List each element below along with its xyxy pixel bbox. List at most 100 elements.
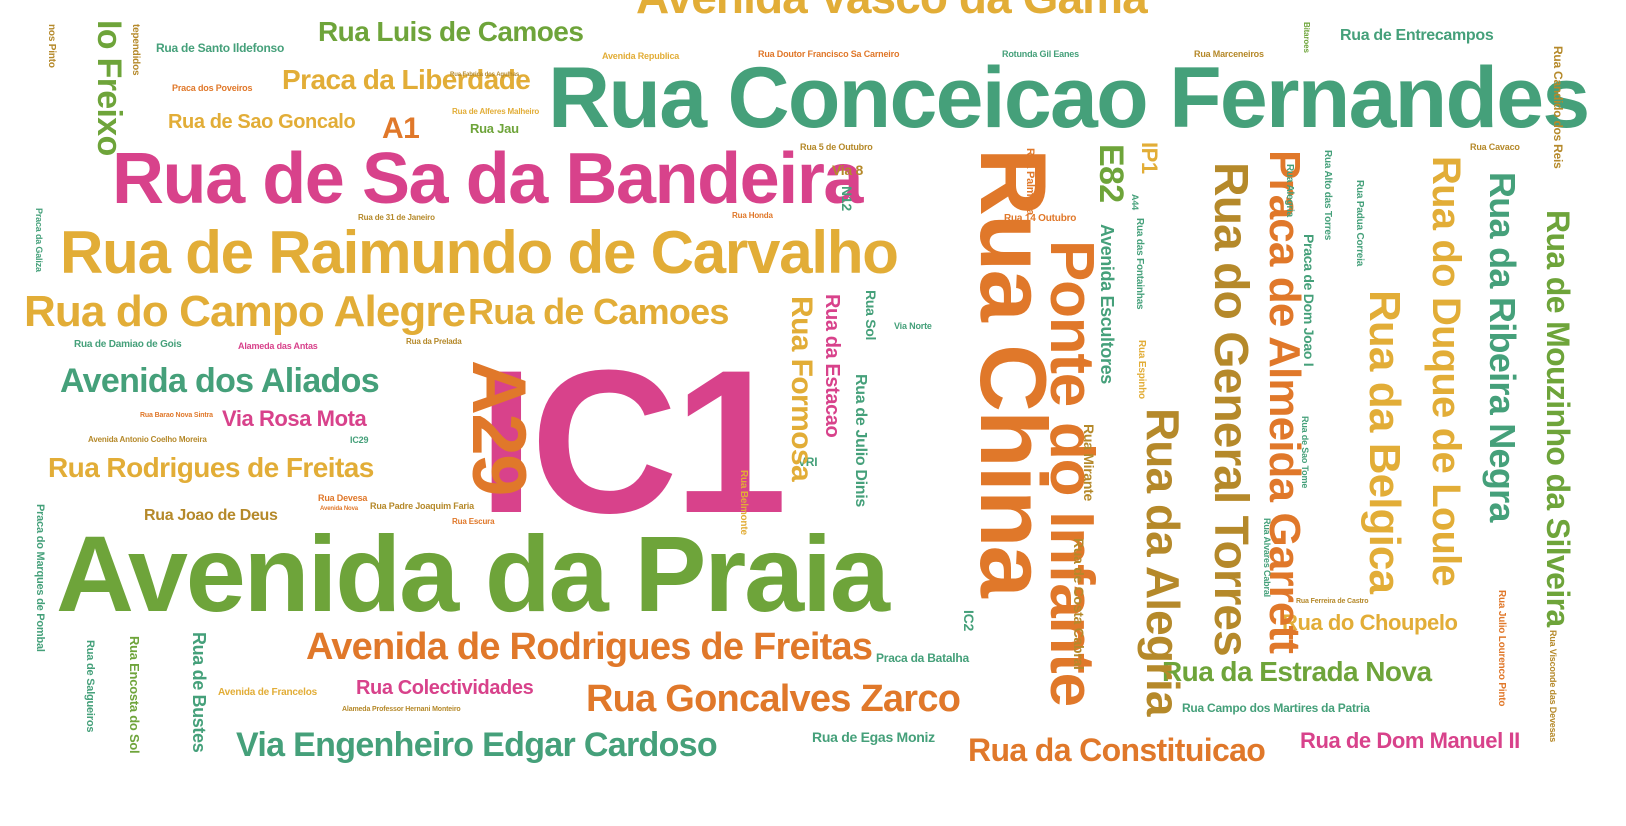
word: Rua Julio Lourenco Pinto	[1496, 590, 1507, 707]
word: Rua 5 de Outubro	[800, 142, 873, 152]
word: Rua de Salgueiros	[84, 640, 96, 733]
word: Rua Espinho	[1136, 340, 1147, 399]
word: Rua Alegria	[1284, 164, 1295, 218]
word: Rua Formosa	[785, 296, 818, 482]
word: Via Rosa Mota	[222, 406, 367, 431]
word: N12	[839, 186, 855, 211]
word: Rua Belmonte	[738, 470, 749, 535]
word: Rua da Constituicao	[968, 732, 1266, 768]
word: Rua da Belgica	[1360, 290, 1409, 594]
word: Rua da Ribeira Negra	[1482, 172, 1523, 522]
word: Rua das Fontainhas	[1134, 218, 1145, 310]
word: Rua de Sao Tome	[1300, 416, 1310, 489]
word: Praca de Dom Joao I	[1301, 234, 1317, 367]
word: Rua de Damiao de Gois	[74, 339, 182, 350]
word: Rua de Alferes Malheiro	[452, 107, 540, 116]
word: A29	[456, 360, 541, 495]
word: Rua Cavaco	[1470, 142, 1520, 152]
word: Via Engenheiro Edgar Cardoso	[236, 726, 718, 764]
word: A1	[382, 112, 420, 145]
word: Rua do Duque de Loule	[1424, 156, 1468, 586]
word: nos Pinto	[46, 24, 57, 68]
word: E82	[1092, 144, 1130, 203]
word: Praca do Marques de Pombal	[34, 504, 46, 652]
word: Rua de Egas Moniz	[812, 729, 935, 745]
word: Rua de Sa da Bandeira	[112, 139, 863, 219]
word: Rua Ferreira de Castro	[1296, 598, 1369, 605]
word: Rua do General Torres	[1204, 162, 1257, 656]
word: Rua da Alegria	[1137, 408, 1189, 716]
word: Alameda Professor Hernani Monteiro	[342, 706, 461, 713]
word: Rua Joao de Deus	[144, 507, 278, 524]
word: Rua Visconde das Devesas	[1548, 630, 1558, 743]
word: Rua de Busteѕ	[189, 632, 209, 753]
word: Praca dos Poveiros	[172, 83, 253, 93]
word: Rua de Julio Dinis	[852, 374, 869, 507]
word: Rua Mirante	[1081, 424, 1097, 502]
bottom-fade	[0, 786, 1626, 826]
word: Rua Padre Joaquim Faria	[370, 501, 474, 511]
word: Rua Rodrigues de Freitas	[48, 452, 374, 483]
word: Rua Fabrica dos Agulhas	[450, 72, 520, 78]
word: Rua de Santo Ildefonso	[156, 41, 285, 55]
word: Rua Alto das Torres	[1322, 150, 1333, 241]
word: Rua Campo dos Martires da Patria	[1182, 701, 1370, 715]
word: Rua de Costa Cabral	[1071, 538, 1087, 670]
word: Avenida Antonio Coelho Moreira	[88, 435, 207, 444]
word: Praca da Liberdade	[282, 64, 531, 95]
word: Avenida de Francelos	[218, 687, 317, 698]
word: Via 8	[832, 162, 864, 178]
word: Rua de Raimundo de Carvalho	[60, 219, 899, 286]
word: Rua Jau	[470, 121, 519, 136]
word: Rua da Estrada Nova	[1162, 656, 1432, 687]
word: Avenida Republica	[602, 51, 680, 61]
word: Alameda das Antas	[238, 341, 318, 351]
word: Avenida Escultores	[1097, 224, 1117, 384]
word: Avenida Vasco da Gama	[636, 0, 1148, 20]
word: Rua de Dom Manuel II	[1300, 728, 1520, 753]
word: VRI	[798, 455, 818, 469]
word: Rua Escura	[452, 517, 495, 526]
word: Avenida Nova	[320, 506, 359, 512]
word: Rua Marceneiros	[1194, 49, 1264, 59]
word: A44	[1130, 194, 1140, 210]
word: Avenida da Praia	[56, 513, 890, 634]
word: Praca da Galiza	[34, 208, 44, 272]
word: Rua Candido dos Reis	[1551, 46, 1565, 169]
word: Rua Luis de Camoes	[318, 16, 584, 47]
word: Io Freixo	[90, 20, 128, 156]
word: Rua Palmeira	[1024, 148, 1036, 216]
word: tependidos	[130, 24, 141, 76]
word: Rotunda Gil Eanes	[1002, 49, 1079, 59]
word: Via Norte	[894, 321, 932, 331]
word: Rua Doutor Francisco Sa Carneiro	[758, 49, 900, 59]
word: Rua 14 Outubro	[1004, 213, 1077, 224]
word: Rua de Camoes	[468, 291, 729, 332]
word: Avenida de Rodrigues de Freitas	[306, 626, 873, 668]
word: IC2	[961, 610, 977, 631]
word: Rua de Sao Goncalo	[168, 111, 356, 133]
word: IC1	[478, 328, 787, 556]
word: Rua Goncalves Zarco	[586, 678, 961, 720]
word: Rua da Estacao	[821, 294, 843, 438]
word: Rua Alvares Cabral	[1262, 518, 1272, 597]
word: IP1	[1137, 142, 1162, 174]
word: Rua de Entrecampos	[1340, 27, 1494, 44]
word: Rua de 31 de Janeiro	[358, 213, 435, 222]
word: Avenida dos Aliados	[60, 362, 380, 400]
word: Rua Encosta do Sol	[127, 636, 142, 754]
word: Rua Colectividades	[356, 677, 534, 699]
word: Bitaroes	[1302, 22, 1311, 53]
word: Rua Honda	[732, 211, 773, 220]
word: Rua Padua Correia	[1354, 180, 1365, 267]
word: IC29	[350, 435, 369, 445]
word: Rua do Campo Alegre	[24, 287, 466, 336]
word: Rua de Mouzinho da Silveira	[1540, 210, 1576, 627]
word: Rua Sol	[863, 290, 879, 341]
word: Rua Barao Nova Sintra	[140, 412, 213, 419]
word: Rua do Choupelo	[1282, 610, 1458, 635]
word: Rua da Prelada	[406, 337, 462, 346]
word: Rua Devesa	[318, 493, 368, 503]
word: Praca da Batalha	[876, 651, 969, 665]
